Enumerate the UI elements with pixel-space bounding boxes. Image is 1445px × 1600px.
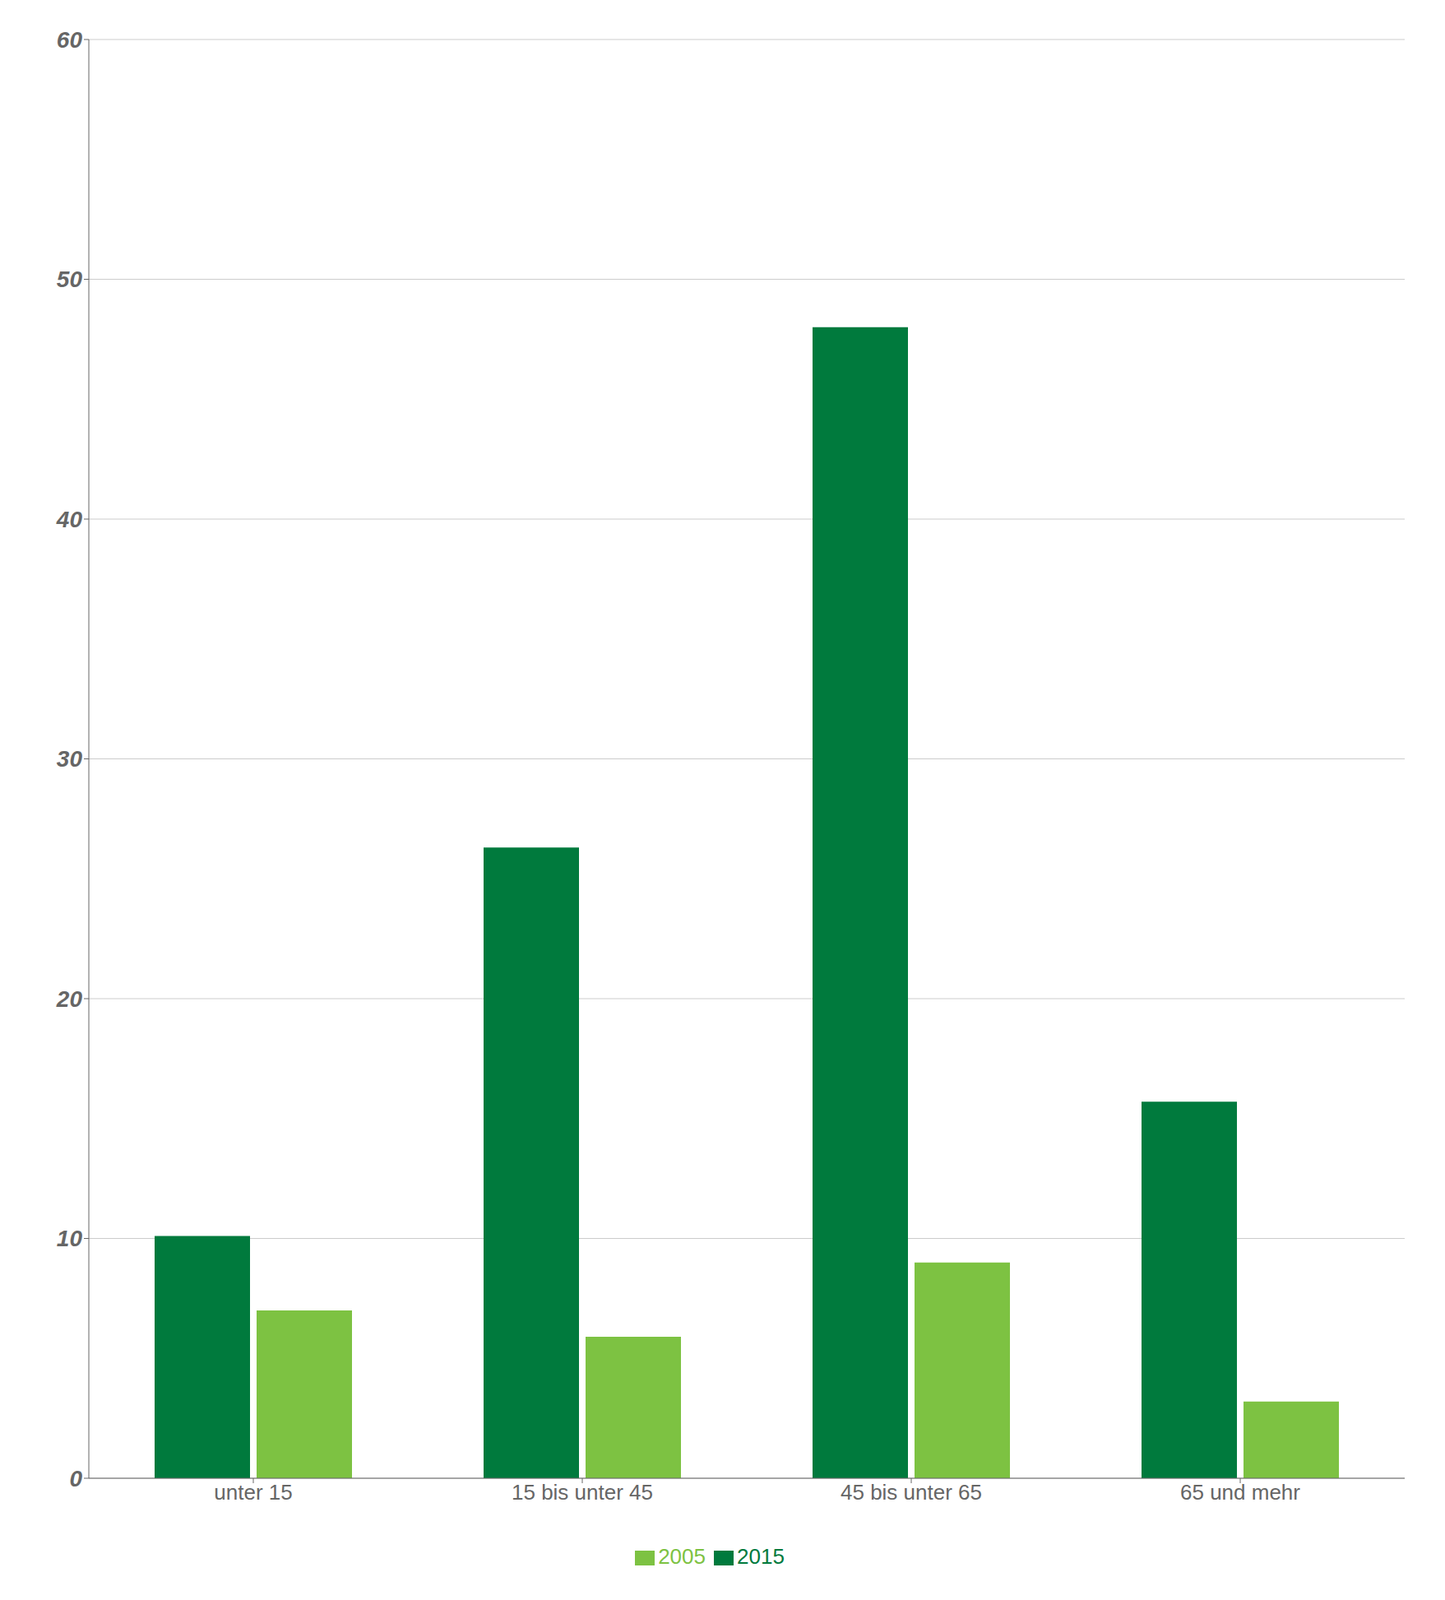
svg-text:15 bis unter 45: 15 bis unter 45 [511, 1479, 654, 1505]
svg-text:0: 0 [69, 1465, 83, 1492]
svg-text:40: 40 [55, 506, 84, 533]
svg-text:20: 20 [55, 986, 84, 1012]
html-text:2005: 2005 [658, 1543, 706, 1569]
svg-text:unter 15: unter 15 [213, 1479, 292, 1505]
html-text:2015: 2015 [736, 1543, 785, 1569]
svg-text:45 bis unter 65: 45 bis unter 65 [840, 1479, 982, 1505]
svg-text:60: 60 [56, 27, 84, 53]
svg-text:30: 30 [56, 745, 84, 772]
svg-text:65 und mehr: 65 und mehr [1180, 1479, 1301, 1505]
svg-text:50: 50 [56, 266, 84, 292]
svg-text:10: 10 [56, 1225, 84, 1251]
